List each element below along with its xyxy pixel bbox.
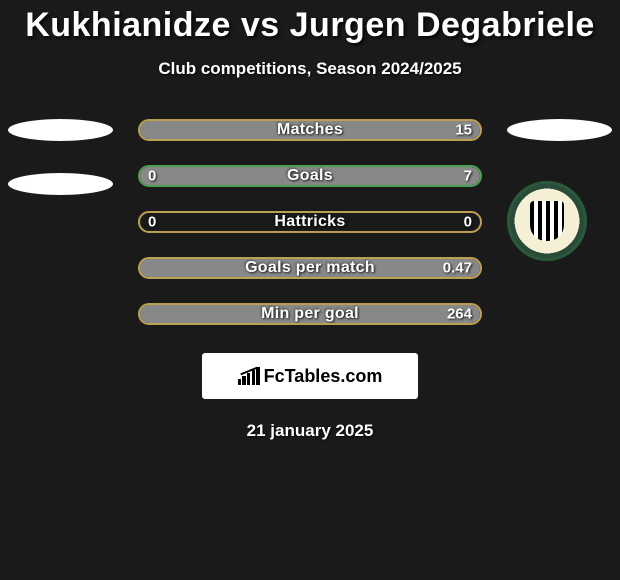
bar-label: Goals per match	[140, 259, 480, 277]
bar-value-right: 7	[464, 168, 472, 185]
chart-icon	[238, 367, 260, 385]
left-team-logo	[8, 119, 113, 195]
bar-value-right: 15	[455, 122, 472, 139]
bar-label: Hattricks	[140, 213, 480, 231]
stat-bar: 0Hattricks0	[138, 211, 482, 233]
page-title: Kukhianidze vs Jurgen Degabriele	[0, 0, 620, 45]
watermark: FcTables.com	[202, 353, 418, 399]
stat-bar: Min per goal264	[138, 303, 482, 325]
bar-label: Min per goal	[140, 305, 480, 323]
ellipse-stack	[8, 119, 113, 195]
stat-bar: Matches15	[138, 119, 482, 141]
stat-bar: Goals per match0.47	[138, 257, 482, 279]
club-crest	[507, 181, 587, 261]
bar-label: Matches	[140, 121, 480, 139]
bar-value-right: 0.47	[443, 260, 472, 277]
ellipse-shape	[8, 173, 113, 195]
comparison-area: Matches150Goals70Hattricks0Goals per mat…	[0, 119, 620, 325]
bar-value-right: 0	[464, 214, 472, 231]
bar-value-right: 264	[447, 306, 472, 323]
bar-label: Goals	[140, 167, 480, 185]
ellipse-shape	[8, 119, 113, 141]
stat-bars: Matches150Goals70Hattricks0Goals per mat…	[138, 119, 482, 325]
watermark-text: FcTables.com	[264, 366, 383, 387]
crest-shield	[530, 201, 564, 241]
subtitle: Club competitions, Season 2024/2025	[0, 59, 620, 79]
ellipse-shape	[507, 119, 612, 141]
date-label: 21 january 2025	[0, 421, 620, 441]
right-team-logo	[507, 119, 612, 261]
stat-bar: 0Goals7	[138, 165, 482, 187]
